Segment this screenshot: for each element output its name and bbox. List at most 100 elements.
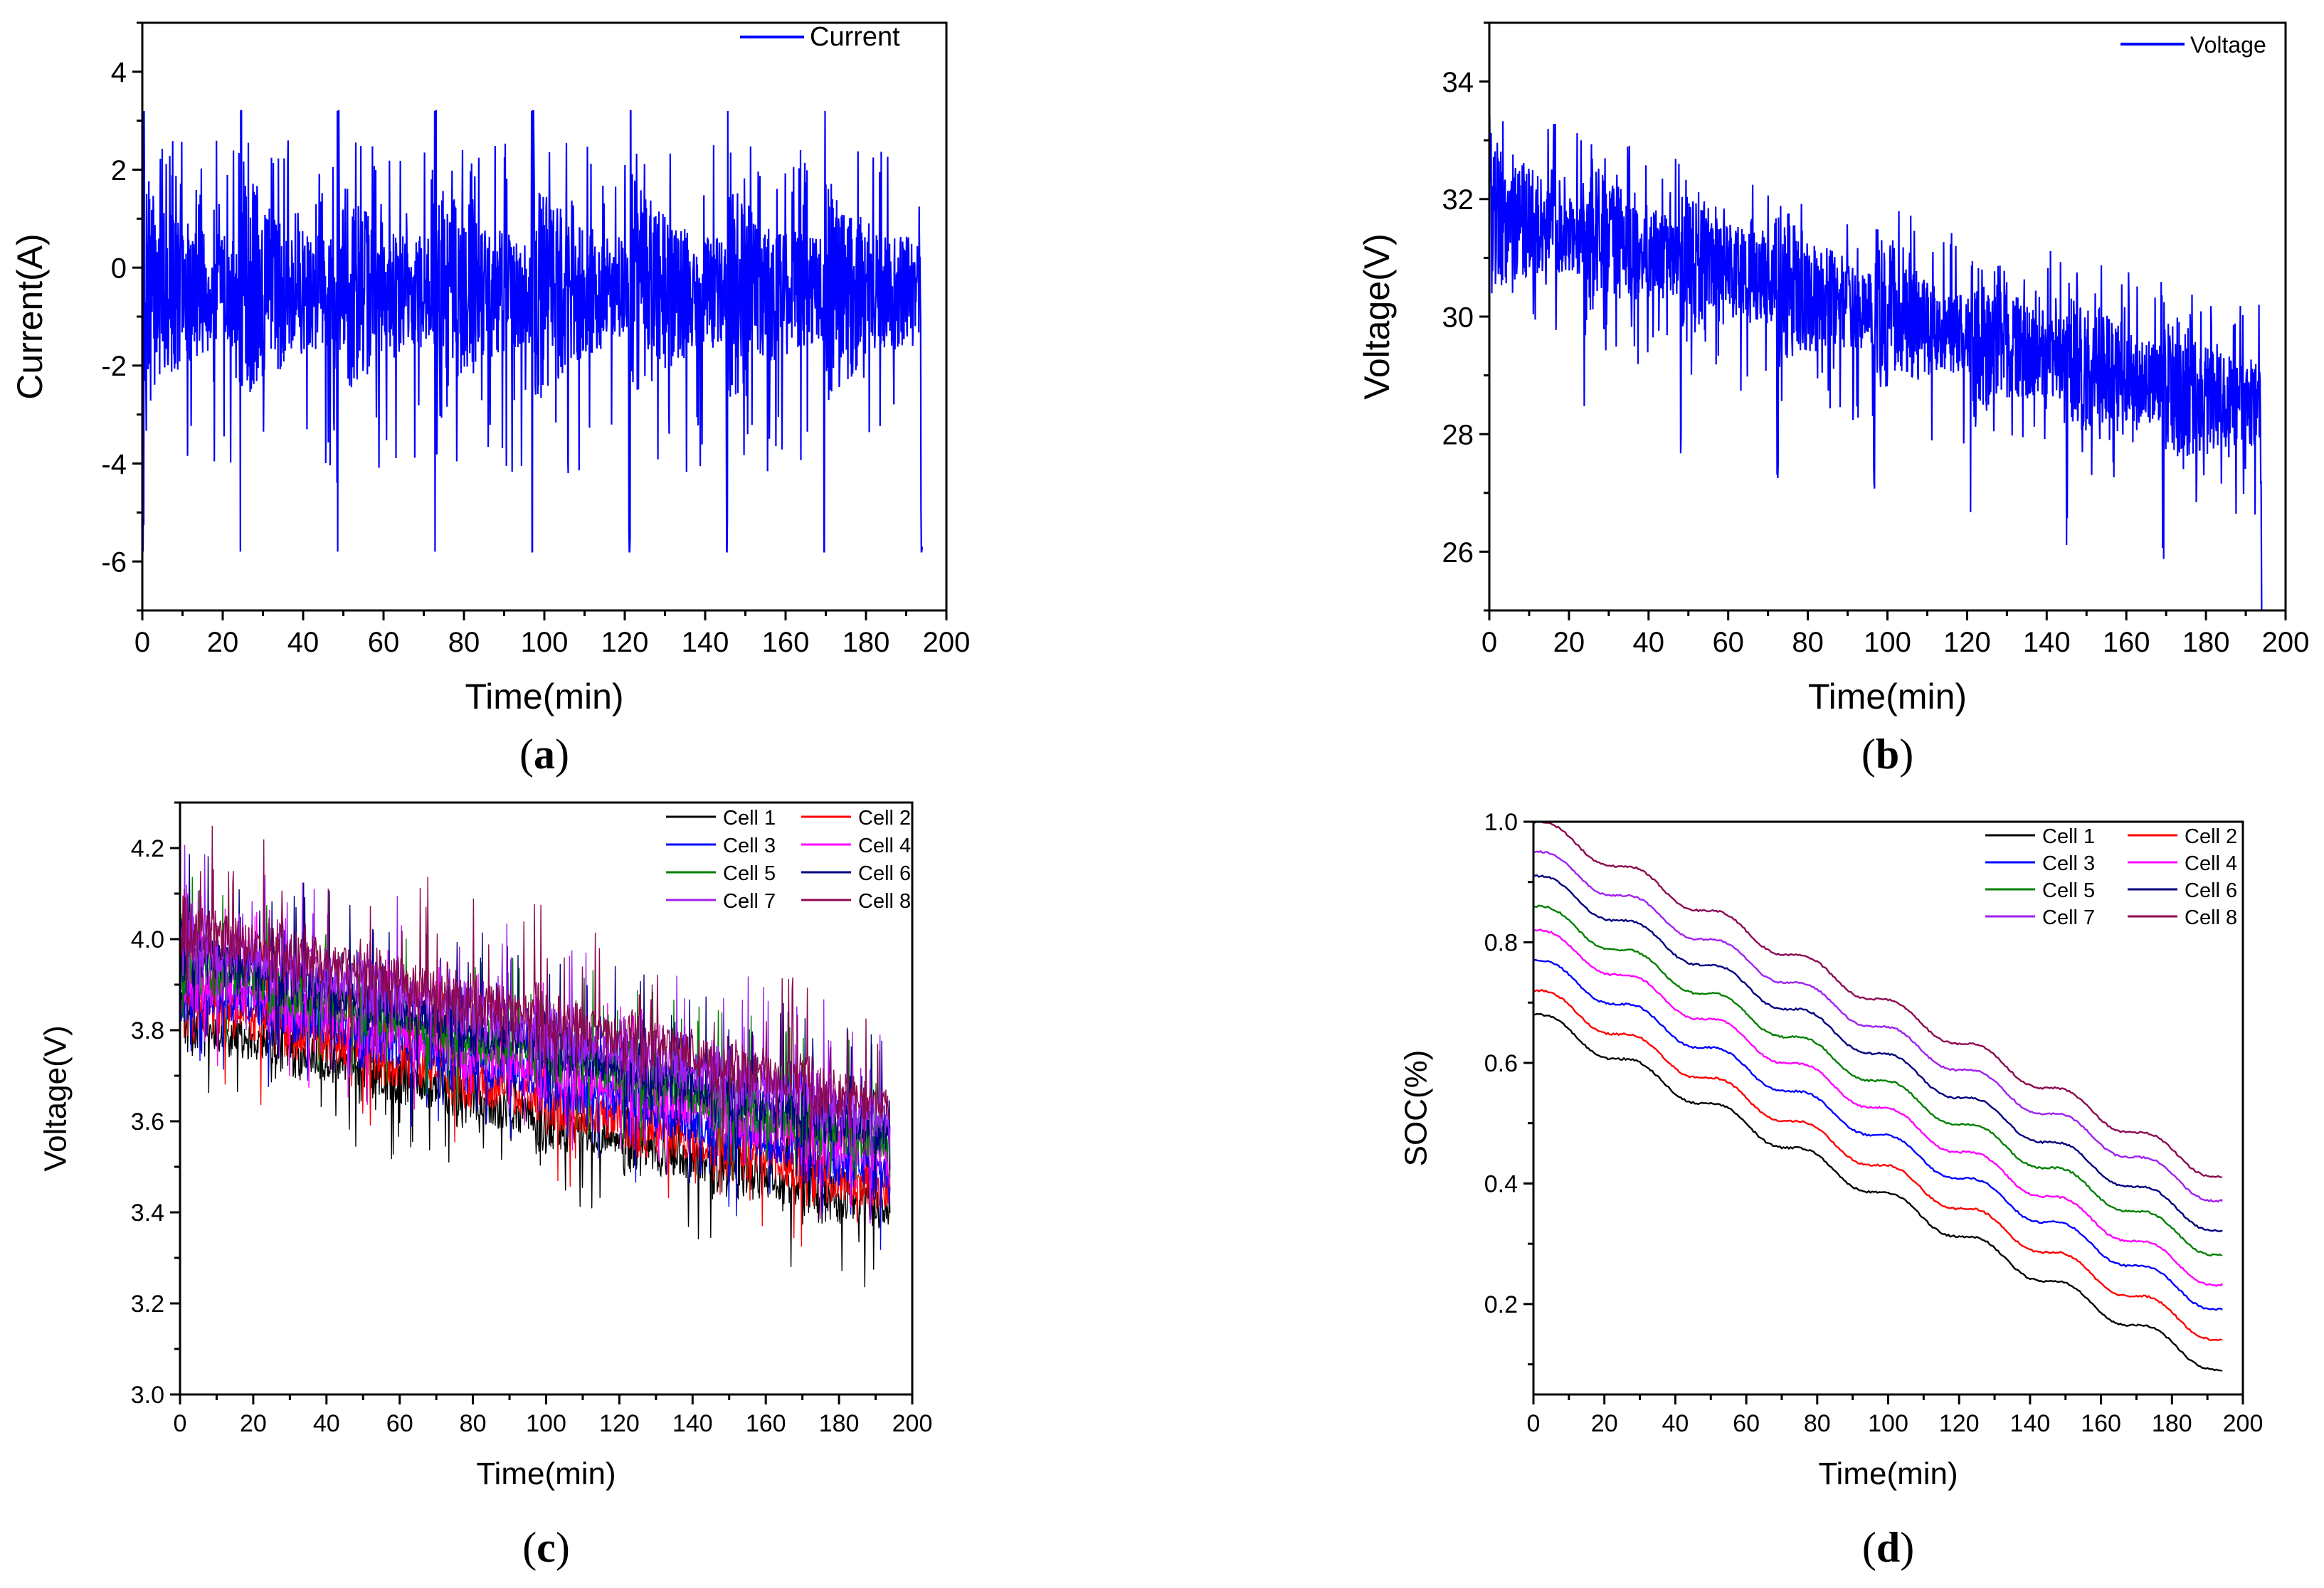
x-tick-label: 120 <box>1939 1410 1980 1437</box>
x-tick-label: 180 <box>819 1410 860 1437</box>
x-tick-label: 0 <box>1481 627 1497 658</box>
chart-panel-d: 0 20 40 60 80 100 120 140 160 180 200 0.2 0.4 0.6 0.8 1… <box>1399 809 2264 1571</box>
y-tick-label: 2 <box>111 155 127 186</box>
series-line-cell-5 <box>1533 904 2223 1257</box>
legend-label: Cell 6 <box>858 862 911 885</box>
y-tick-label: 34 <box>1442 67 1474 98</box>
x-axis-title: Time(min) <box>476 1456 616 1491</box>
legend-label: Cell 8 <box>2185 906 2237 929</box>
legend-label: Voltage <box>2190 32 2266 58</box>
x-tick-label: 60 <box>368 627 400 658</box>
x-tick-label: 20 <box>1591 1410 1618 1437</box>
x-tick-label: 180 <box>2152 1410 2192 1437</box>
x-tick-label: 0 <box>1527 1410 1541 1437</box>
legend-label: Cell 1 <box>2042 825 2095 848</box>
legend-label: Cell 4 <box>858 835 911 857</box>
x-tick-label: 180 <box>2182 627 2230 658</box>
legend: Cell 1 Cell 2 Cell 3 Cell 4 Cell 5 Cell 6 Cell… <box>666 807 911 913</box>
legend-label: Cell 2 <box>858 807 911 830</box>
x-tick-label: 40 <box>287 627 319 658</box>
y-tick-label: 0 <box>111 253 127 285</box>
x-tick-label: 80 <box>460 1410 487 1437</box>
legend-label: Cell 4 <box>2185 852 2237 875</box>
legend-label: Cell 5 <box>2042 879 2095 902</box>
x-tick-label: 100 <box>1868 1410 1908 1437</box>
legend-label: Cell 6 <box>2185 879 2237 902</box>
x-tick-label: 160 <box>2081 1410 2121 1437</box>
y-tick-label: 28 <box>1442 420 1474 451</box>
x-tick-label: 40 <box>1633 627 1665 658</box>
legend-background <box>659 804 908 918</box>
y-tick-label: 0.4 <box>1484 1171 1518 1198</box>
legend-label: Current <box>810 22 900 52</box>
series-line-cell-2 <box>1533 989 2223 1342</box>
series-line-cell-7 <box>180 845 891 1189</box>
x-axis-title: Time(min) <box>1818 1456 1958 1491</box>
x-tick-label: 140 <box>672 1410 713 1437</box>
x-tick-label: 20 <box>207 627 239 658</box>
series-line-voltage <box>1489 115 2263 610</box>
x-tick-label: 140 <box>2023 627 2071 658</box>
series-line-cell-1 <box>1533 1012 2223 1372</box>
x-tick-label: 40 <box>313 1410 340 1437</box>
legend-label: Cell 8 <box>858 890 911 913</box>
x-tick-label: 60 <box>1712 627 1744 658</box>
x-tick-label: 60 <box>1733 1410 1760 1437</box>
panel-caption: (a) <box>519 731 569 778</box>
panel-caption: (c) <box>522 1524 570 1571</box>
y-tick-label: 0.2 <box>1484 1291 1518 1318</box>
chart-panel-b: 0 20 40 60 80 100 120 140 160 180 200 26 28 30 32 34 Tim… <box>1357 21 2310 778</box>
x-tick-label: 100 <box>526 1410 566 1437</box>
panel-caption: (b) <box>1861 731 1913 778</box>
y-tick-label: -6 <box>101 547 127 578</box>
y-tick-label: 4.0 <box>131 926 164 953</box>
series-line-current <box>142 110 924 553</box>
x-tick-label: 40 <box>1662 1410 1689 1437</box>
x-tick-label: 140 <box>682 627 729 658</box>
x-tick-label: 200 <box>892 1410 933 1437</box>
x-tick-label: 140 <box>2010 1410 2051 1437</box>
x-tick-label: 20 <box>1553 627 1585 658</box>
plot-frame <box>1488 21 2287 612</box>
x-tick-label: 200 <box>2223 1410 2264 1437</box>
x-tick-label: 80 <box>448 627 480 658</box>
x-axis-title: Time(min) <box>465 677 623 716</box>
legend-label: Cell 7 <box>2042 906 2095 929</box>
x-tick-label: 100 <box>1864 627 1911 658</box>
x-axis-title: Time(min) <box>1808 677 1967 716</box>
chart-panel-a: 0 20 40 60 80 100 120 140 160 180 200 -6 -4 -2 0 2 4 Time… <box>10 21 970 778</box>
x-tick-label: 160 <box>2103 627 2150 658</box>
legend: Cell 1 Cell 2 Cell 3 Cell 4 Cell 5 Cell 6 Cell… <box>1985 825 2237 929</box>
plot-frame <box>179 801 914 1396</box>
y-tick-label: 3.2 <box>131 1291 164 1318</box>
legend-label: Cell 7 <box>723 890 776 913</box>
y-tick-label: 4.2 <box>131 835 164 862</box>
y-tick-label: 1.0 <box>1484 809 1518 836</box>
y-tick-label: 30 <box>1442 302 1474 333</box>
legend-label: Cell 2 <box>2185 825 2237 848</box>
series-line-cell-3 <box>1533 958 2223 1311</box>
legend-label: Cell 5 <box>723 862 776 885</box>
x-tick-label: 120 <box>599 1410 640 1437</box>
y-tick-label: 32 <box>1442 184 1474 216</box>
plot-frame <box>141 21 948 612</box>
y-tick-label: -2 <box>101 351 127 382</box>
y-axis-title: Current(A) <box>10 233 50 399</box>
x-tick-label: 200 <box>2262 627 2310 658</box>
y-tick-label: 26 <box>1442 537 1474 568</box>
y-tick-label: 3.6 <box>131 1108 164 1136</box>
x-tick-label: 60 <box>386 1410 413 1437</box>
plot-frame <box>1532 820 2244 1396</box>
legend: Voltage <box>2120 32 2266 58</box>
chart-panel-c: 0 20 40 60 80 100 120 140 160 180 200 3.0 3.2 3.4 3.6 3… <box>38 801 933 1571</box>
legend-label: Cell 3 <box>2042 852 2095 875</box>
series-line-cell-7 <box>1533 849 2223 1203</box>
series-line-cell-8 <box>1533 822 2223 1178</box>
legend-label: Cell 1 <box>723 807 776 830</box>
x-tick-label: 180 <box>843 627 890 658</box>
legend-label: Cell 3 <box>723 835 776 857</box>
x-tick-label: 100 <box>521 627 569 658</box>
y-axis-title: SOC(%) <box>1399 1050 1434 1167</box>
x-tick-label: 0 <box>134 627 150 658</box>
